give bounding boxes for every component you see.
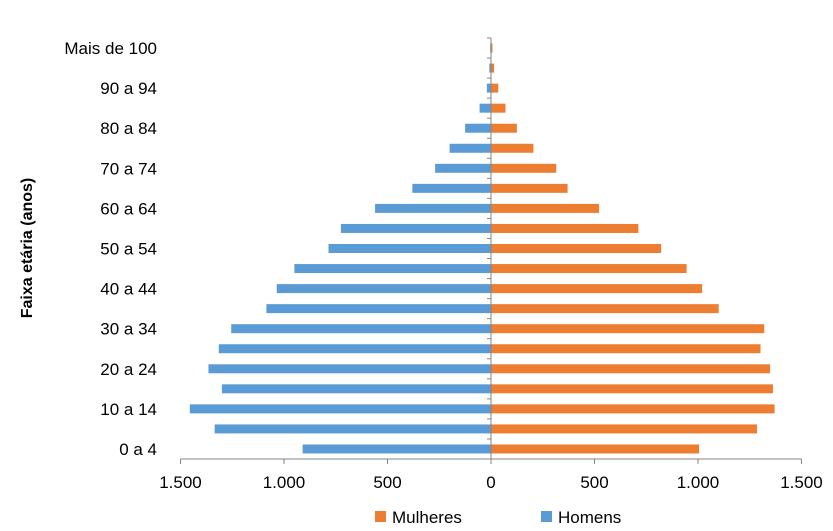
y-tick-label: 20 a 24 — [100, 360, 157, 379]
y-tick-label: 50 a 54 — [100, 240, 157, 259]
y-tick-label: 70 a 74 — [100, 159, 157, 178]
bar-homens-18 — [486, 83, 491, 93]
legend-label-0: Mulheres — [392, 508, 462, 527]
bar-homens-15 — [449, 143, 491, 153]
bar-mulheres-17 — [491, 103, 506, 113]
y-tick-label: 30 a 34 — [100, 320, 157, 339]
x-tick-label: 0 — [486, 473, 495, 492]
bar-homens-14 — [435, 163, 491, 173]
x-tick-label: 1.000 — [263, 473, 306, 492]
bar-mulheres-13 — [491, 183, 568, 193]
bar-mulheres-3 — [491, 384, 773, 394]
bar-mulheres-5 — [491, 344, 761, 354]
y-tick-label: 40 a 44 — [100, 280, 157, 299]
bar-mulheres-6 — [491, 324, 765, 334]
bar-mulheres-18 — [491, 83, 499, 93]
bar-mulheres-15 — [491, 143, 534, 153]
bar-homens-6 — [231, 324, 491, 334]
legend-swatch-1 — [541, 511, 552, 522]
x-tick-label: 1.500 — [780, 473, 823, 492]
x-tick-label: 1.500 — [159, 473, 202, 492]
bar-mulheres-14 — [491, 163, 557, 173]
y-axis-label: Faixa etária (anos) — [19, 178, 36, 319]
bar-homens-10 — [328, 244, 491, 253]
bar-mulheres-7 — [491, 304, 719, 314]
x-tick-label: 500 — [580, 473, 608, 492]
x-tick-label: 1.000 — [677, 473, 720, 492]
y-tick-label: 0 a 4 — [119, 440, 157, 459]
bar-homens-11 — [340, 223, 491, 233]
bar-mulheres-16 — [491, 123, 517, 133]
bar-homens-19 — [489, 63, 491, 73]
bar-mulheres-11 — [491, 223, 639, 233]
bar-homens-7 — [266, 304, 491, 314]
legend-label-1: Homens — [558, 508, 621, 527]
bar-homens-17 — [479, 103, 491, 113]
legend: Mulheres Homens — [375, 508, 621, 527]
bar-mulheres-0 — [491, 444, 700, 454]
bar-homens-2 — [189, 404, 491, 414]
y-tick-label: 90 a 94 — [100, 79, 157, 98]
bar-homens-5 — [218, 344, 492, 354]
bars-group — [189, 43, 775, 454]
bar-mulheres-20 — [491, 43, 493, 53]
bar-mulheres-2 — [491, 404, 775, 414]
bar-homens-4 — [208, 364, 491, 374]
y-tick-label: Mais de 100 — [64, 39, 157, 58]
bar-mulheres-9 — [491, 264, 687, 274]
axes-group — [180, 37, 802, 460]
bar-mulheres-8 — [491, 284, 703, 294]
y-tick-label: 60 a 64 — [100, 199, 157, 218]
y-tick-label: 80 a 84 — [100, 119, 157, 138]
legend-swatch-0 — [375, 511, 386, 522]
bar-mulheres-4 — [491, 364, 771, 374]
bar-homens-12 — [375, 203, 491, 213]
bar-homens-16 — [465, 123, 491, 133]
bar-mulheres-10 — [491, 244, 662, 253]
x-tick-label: 500 — [373, 473, 401, 492]
bar-homens-1 — [214, 424, 491, 434]
bar-homens-8 — [276, 284, 491, 294]
bar-homens-9 — [294, 264, 491, 274]
bar-mulheres-1 — [491, 424, 757, 434]
bar-homens-0 — [302, 444, 491, 454]
bar-homens-13 — [412, 183, 491, 193]
bar-mulheres-12 — [491, 203, 600, 213]
bar-mulheres-19 — [491, 63, 495, 73]
bar-homens-3 — [221, 384, 491, 394]
y-tick-label: 10 a 14 — [100, 400, 157, 419]
